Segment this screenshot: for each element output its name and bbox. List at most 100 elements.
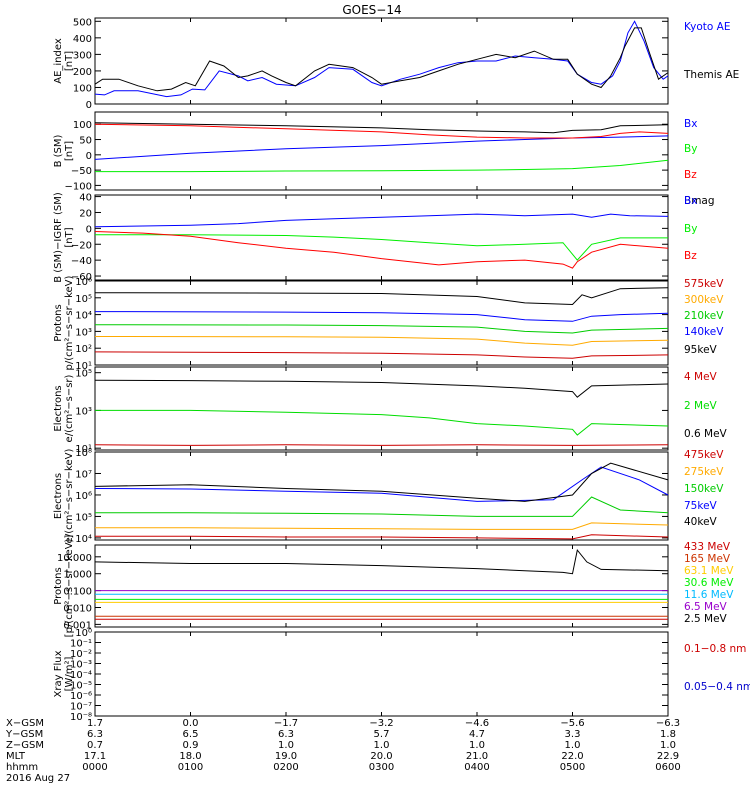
panel-prot2: 0.0010.0100.1001.00010.000Protons[p/(cm²… (53, 535, 734, 638)
x-tick-label: 1.0 (278, 740, 294, 751)
y-tick-label: −20 (71, 240, 92, 251)
x-tick-label: 0100 (178, 762, 203, 773)
y-axis-label-line: [nT] (64, 51, 75, 71)
series-line (94, 311, 669, 322)
series-line (95, 159, 669, 173)
legend-entry: 75keV (684, 500, 718, 512)
x-tick-label: −5.6 (560, 718, 584, 729)
y-tick-label: 10⁻⁴ (70, 670, 92, 681)
series-line (94, 379, 669, 398)
y-axis-label-line: B (SM)−IGRF (SM) (53, 192, 64, 283)
legend-entry: 0.05−0.4 nm (684, 681, 750, 693)
y-tick-label: 10⁵ (75, 512, 92, 523)
x-tick-label: 0.7 (87, 740, 103, 751)
y-tick-label: 100 (73, 83, 92, 94)
y-axis-label-line: Electrons (53, 473, 64, 519)
y-tick-label: 10⁶ (75, 491, 92, 502)
x-tick-label: 20.0 (370, 751, 392, 762)
y-axis-label-line: [nT] (64, 227, 75, 247)
y-tick-label: 0 (86, 100, 92, 111)
series-line (94, 231, 669, 269)
legend-entry: 2.5 MeV (684, 613, 728, 625)
legend-entry: 165 MeV (684, 553, 731, 565)
y-tick-label: 10⁴ (75, 534, 92, 545)
x-tick-label: 0300 (369, 762, 394, 773)
x-tick-label: 0600 (655, 762, 680, 773)
x-tick-label: 18.0 (179, 751, 201, 762)
x-tick-label: 6.3 (87, 729, 103, 740)
plot-title: GOES−14 (342, 3, 401, 17)
y-axis-label: B (SM)[nT] (53, 134, 75, 167)
y-tick-label: 20 (79, 208, 92, 219)
legend-entry: Kyoto AE (684, 21, 730, 33)
series-line (94, 27, 669, 92)
y-tick-label: 0 (86, 151, 92, 162)
y-tick-label: 300 (73, 50, 92, 61)
y-tick-label: 10⁸ (75, 448, 92, 459)
legend-entry: 6.5 MeV (684, 601, 728, 613)
legend-entry: 575keV (684, 278, 724, 290)
legend-entry: 4 MeV (684, 371, 718, 383)
series-line (95, 534, 669, 540)
series-line (94, 324, 669, 334)
x-tick-label: 0200 (273, 762, 298, 773)
y-tick-label: −100 (65, 181, 92, 192)
x-tick-label: 17.1 (84, 751, 106, 762)
legend-entry: Themis AE (683, 69, 739, 81)
y-tick-label: 10⁷ (75, 469, 92, 480)
y-tick-label: 0.001 (63, 620, 92, 631)
y-tick-label: 0 (86, 224, 92, 235)
y-tick-label: 100 (73, 120, 92, 131)
series-line (94, 548, 669, 575)
x-axis-annotations: X−GSMY−GSMZ−GSMMLThhmm1.76.30.717.100000… (5, 718, 681, 784)
x-tick-label: 22.0 (561, 751, 583, 762)
panel-frame (94, 544, 669, 628)
x-tick-label: −3.2 (369, 718, 393, 729)
panel-frame (94, 194, 669, 281)
y-tick-label: 500 (73, 17, 92, 28)
legend-entry: By (684, 143, 697, 155)
x-axis-row-label: Y−GSM (5, 729, 43, 740)
date-label: 2016 Aug 27 (6, 773, 70, 784)
y-tick-label: 10⁶ (75, 277, 92, 288)
x-tick-label: 0.9 (183, 740, 199, 751)
legend-entry: 275keV (684, 466, 724, 478)
series-line (94, 462, 669, 502)
y-tick-label: 10¹ (75, 361, 92, 372)
series-line (94, 122, 669, 134)
x-tick-label: 6.5 (183, 729, 199, 740)
x-tick-label: 1.0 (660, 740, 676, 751)
legend-entry: Bmag (684, 195, 715, 207)
y-tick-label: 10⁴ (75, 311, 92, 322)
y-tick-label: 10⁻⁵ (70, 681, 92, 692)
y-tick-label: 0.010 (63, 603, 92, 614)
y-tick-label: 10⁻⁸ (70, 712, 92, 723)
legend-entry: 475keV (684, 449, 724, 461)
x-tick-label: 5.7 (374, 729, 390, 740)
y-axis-label-line: Protons (53, 304, 64, 341)
legend-entry: 0.1−0.8 nm (684, 643, 746, 655)
panel-xray: 10⁻⁸10⁻⁷10⁻⁶10⁻⁵10⁻⁴10⁻³10⁻²10⁻¹10⁰Xray … (53, 628, 750, 723)
series-line (95, 496, 669, 517)
y-tick-label: 10⁻¹ (70, 639, 92, 650)
legend-entry: 210keV (684, 310, 724, 322)
x-tick-label: −1.7 (274, 718, 298, 729)
y-axis-label-line: e/(cm²−s−sr−keV) (64, 449, 75, 544)
x-tick-label: 3.3 (565, 729, 581, 740)
y-tick-label: 50 (79, 136, 92, 147)
legend-entry: 140keV (684, 326, 724, 338)
x-tick-label: 0.0 (183, 718, 199, 729)
y-tick-label: 10² (75, 344, 92, 355)
legend-entry: 0.6 MeV (684, 428, 728, 440)
panel-frame (94, 366, 669, 451)
series-line (94, 135, 669, 160)
y-tick-label: 10.000 (57, 553, 92, 564)
y-tick-label: −40 (71, 256, 92, 267)
y-tick-label: 10⁻³ (70, 660, 92, 671)
legend-entry: 63.1 MeV (684, 565, 734, 577)
y-tick-label: −60 (71, 272, 92, 283)
legend-entry: Bx (684, 118, 697, 130)
series-line (95, 522, 669, 530)
